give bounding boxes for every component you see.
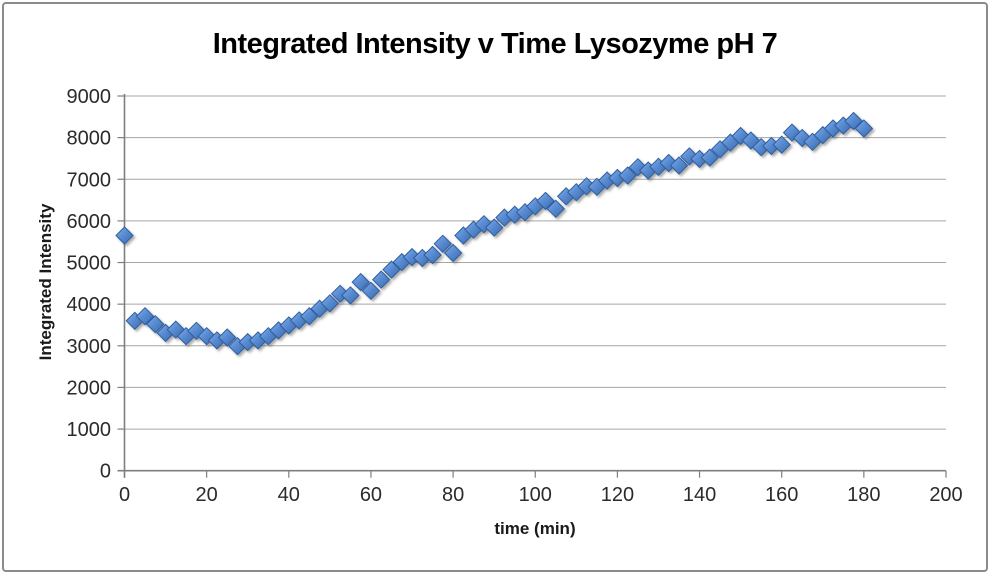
x-tick-label: 100	[519, 484, 552, 506]
data-point-marker	[361, 281, 381, 301]
chart-title: Integrated Intensity v Time Lysozyme pH …	[212, 28, 778, 60]
x-tick-label: 140	[683, 484, 716, 506]
x-tick-label: 40	[278, 484, 300, 506]
data-point-marker	[320, 294, 340, 313]
x-tick-label: 60	[360, 484, 382, 506]
x-tick-label: 160	[765, 484, 798, 506]
data-point-marker	[341, 286, 360, 305]
data-point-marker	[669, 156, 689, 175]
data-point-marker	[546, 199, 566, 219]
data-point-marker	[618, 166, 637, 185]
y-tick-label: 3000	[67, 336, 112, 358]
data-point-marker	[854, 119, 874, 138]
data-point-marker	[536, 191, 555, 211]
x-tick-label: 120	[601, 484, 634, 506]
data-point-marker	[700, 148, 720, 167]
x-axis-title: time (min)	[494, 519, 576, 538]
y-tick-label: 1000	[67, 419, 112, 441]
y-tick-label: 8000	[67, 128, 112, 150]
x-tick-label: 200	[929, 484, 962, 506]
x-tick-label: 0	[119, 484, 130, 506]
y-tick-label: 4000	[67, 294, 112, 316]
data-point-marker	[300, 306, 319, 326]
x-tick-label: 20	[196, 484, 218, 506]
y-tick-label: 9000	[67, 86, 112, 108]
data-point-marker	[484, 218, 504, 237]
data-point-marker	[382, 260, 401, 279]
y-tick-label: 5000	[67, 253, 112, 275]
y-tick-label: 7000	[67, 169, 112, 191]
x-tick-label: 80	[442, 484, 464, 506]
y-tick-label: 2000	[67, 377, 112, 399]
y-tick-label: 6000	[67, 211, 112, 233]
data-point-marker	[217, 328, 237, 347]
x-tick-label: 180	[847, 484, 880, 506]
data-point-marker	[443, 243, 463, 263]
data-point-marker	[371, 270, 391, 289]
data-point-marker	[146, 314, 165, 334]
data-point-marker	[115, 226, 134, 245]
data-point-marker	[423, 245, 442, 265]
y-tick-label: 0	[100, 461, 111, 483]
data-point-marker	[135, 306, 155, 326]
data-point-marker	[351, 272, 370, 292]
data-point-marker	[844, 111, 863, 131]
data-point-marker	[433, 234, 453, 254]
data-point-marker	[772, 135, 791, 154]
